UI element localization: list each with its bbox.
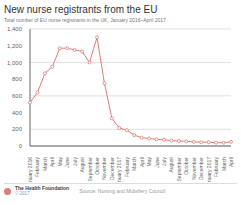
svg-text:March: March — [131, 157, 137, 171]
svg-text:October: October — [94, 157, 100, 175]
svg-text:May: May — [57, 157, 63, 167]
svg-text:June: June — [64, 157, 70, 168]
svg-text:1,000: 1,000 — [8, 60, 23, 66]
svg-text:September: September — [176, 157, 182, 182]
html-text:Source: Nursing and Midwifery: Source: Nursing and Midwifery Council — [79, 188, 166, 194]
svg-text:December: December — [198, 157, 204, 180]
svg-text:1,200: 1,200 — [8, 43, 23, 49]
svg-text:January 2016: January 2016 — [27, 157, 33, 182]
svg-text:January 2017: January 2017 — [116, 157, 122, 182]
html-text:The Health Foundation: The Health Foundation — [15, 185, 70, 191]
svg-text:July: July — [72, 157, 78, 166]
svg-text:February: February — [34, 157, 40, 178]
svg-text:August: August — [79, 156, 85, 172]
svg-text:April: April — [49, 157, 55, 167]
svg-text:600: 600 — [12, 93, 23, 99]
html-text:© 2017: © 2017 — [15, 191, 30, 196]
html-text:New nurse registrants from the: New nurse registrants from the EU — [4, 4, 158, 15]
svg-text:August: August — [168, 156, 174, 172]
svg-text:March: March — [42, 157, 48, 171]
svg-text:400: 400 — [12, 110, 23, 116]
svg-text:June: June — [154, 157, 160, 168]
svg-text:September: September — [87, 157, 93, 182]
svg-text:December: December — [109, 157, 115, 180]
svg-text:March: March — [221, 157, 227, 171]
svg-text:November: November — [101, 157, 107, 180]
svg-text:April: April — [139, 157, 145, 167]
svg-text:0: 0 — [19, 143, 23, 149]
svg-text:April: April — [228, 157, 233, 167]
svg-text:800: 800 — [12, 76, 23, 82]
svg-text:February: February — [213, 157, 219, 178]
svg-text:February: February — [124, 157, 130, 178]
svg-text:May: May — [146, 157, 152, 167]
svg-text:November: November — [191, 157, 197, 180]
svg-text:January 2017: January 2017 — [206, 157, 212, 182]
svg-text:1,400: 1,400 — [8, 26, 23, 32]
svg-text:July: July — [161, 157, 167, 166]
svg-text:October: October — [183, 157, 189, 175]
svg-text:200: 200 — [12, 126, 23, 132]
html-text:Total number of EU nurse regis: Total number of EU nurse registrants in … — [4, 17, 166, 23]
